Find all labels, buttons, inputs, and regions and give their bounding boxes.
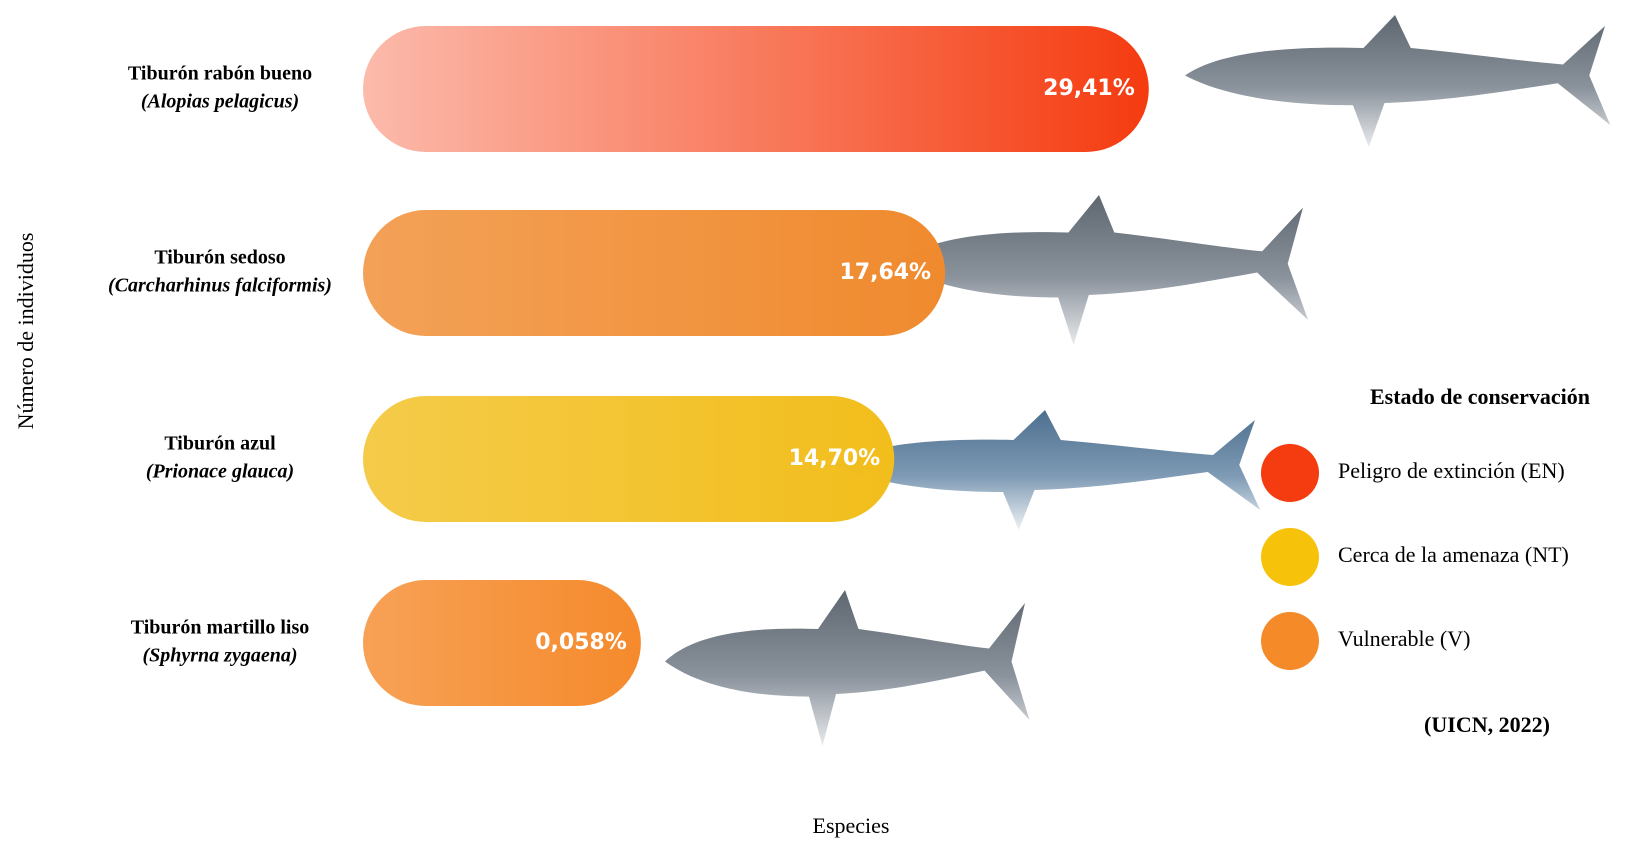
category-label: Tiburón rabón bueno [128, 63, 312, 85]
bar [363, 210, 946, 336]
x-axis-label: Especies [813, 813, 890, 838]
y-axis-label: Número de individuos [13, 233, 38, 430]
value-label: 17,64% [839, 260, 931, 285]
category-label: Tiburón martillo liso [131, 617, 310, 639]
source: (UICN, 2022) [1424, 712, 1550, 737]
bar [363, 396, 895, 522]
bar [363, 26, 1149, 152]
scientific-name: (Alopias pelagicus) [141, 91, 299, 113]
scientific-name: (Carcharhinus falciformis) [108, 275, 332, 297]
category-label: Tiburón azul [164, 433, 276, 455]
shark-illustration [895, 195, 1309, 345]
category-label: Tiburón sedoso [154, 247, 285, 269]
legend-marker [1261, 528, 1319, 586]
legend-label: Peligro de extinción (EN) [1338, 458, 1565, 483]
legend-title: Estado de conservación [1370, 384, 1590, 409]
shark-illustration [1185, 15, 1611, 147]
scientific-name: (Prionace glauca) [146, 461, 294, 483]
legend-marker [1261, 444, 1319, 502]
legend-label: Vulnerable (V) [1338, 626, 1470, 651]
scientific-name: (Sphyrna zygaena) [142, 645, 297, 667]
value-label: 29,41% [1043, 76, 1135, 101]
shark-illustration [835, 410, 1261, 530]
legend-marker [1261, 612, 1319, 670]
bar [363, 580, 641, 706]
legend-label: Cerca de la amenaza (NT) [1338, 542, 1569, 567]
value-label: 0,058% [535, 630, 627, 655]
shark-illustration [665, 590, 1030, 746]
value-label: 14,70% [789, 446, 881, 471]
